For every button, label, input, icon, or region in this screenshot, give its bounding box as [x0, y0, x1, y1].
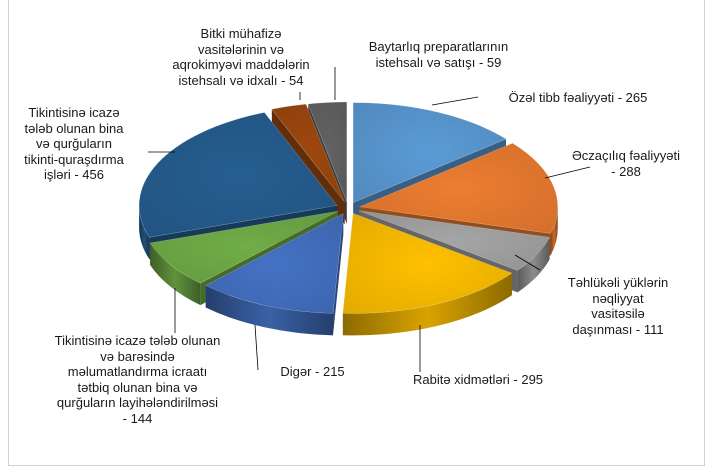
slice-t-hlu-k-li-yu-kl-rin-n-qliyyat-vasit-sil	[358, 210, 551, 271]
data-label-diger: Digər - 215	[280, 364, 345, 379]
pie-slice-tops	[138, 101, 559, 314]
data-label-rabite: Rabitə xidmətləri - 295	[412, 372, 544, 387]
leader-line-4	[254, 324, 259, 371]
slice-side-rabit-xidm-tl-ri	[342, 273, 512, 336]
slice-side-czac-l-q-f-aliyy-ti	[550, 206, 558, 256]
slice-bitki-mu-hafiz-vasit-l-rinin-v-aqrokimy-	[271, 103, 345, 203]
data-label-ozel-tibb: Özəl tibb fəaliyyəti - 265	[508, 90, 648, 105]
slice-side-tikintisin-icaz-t-l-b-olunan-v-bar-sind-	[150, 243, 201, 306]
slice-dig-r	[205, 212, 344, 314]
data-label-layihelendirme: Tikintisinə icazə tələb olunan və barəsi…	[54, 333, 221, 426]
leader-line-1	[544, 166, 591, 179]
slice-side-t-hlu-k-li-yu-kl-rin-n-qliyyat-vasit-sil	[517, 237, 550, 293]
leader-lines	[148, 67, 591, 372]
slice-side-dig-r	[205, 285, 334, 336]
slice-tikintisin-icaz-t-l-b-olunan-v-bar-sind-	[149, 210, 338, 284]
slice-wall-dig-r	[333, 213, 344, 336]
leader-line-2	[514, 254, 541, 271]
data-label-tikinti: Tikintisinə icazə tələb olunan bina və q…	[24, 105, 124, 182]
slice-o-z-l-tibb-f-aliyy-ti	[352, 102, 507, 204]
data-label-eczaciliq: Əczaçılıq fəaliyyəti - 288	[571, 148, 681, 179]
data-label-tehlukeli-yukler: Təhlükəli yüklərin nəqliyyat vasitəsilə …	[567, 275, 669, 337]
slice-tikintisin-icaz-t-l-b-olunan-bina-v-qurg	[138, 112, 338, 238]
slice-baytarl-q-preparatlar-n-n-istehsal-v-sat	[307, 101, 348, 203]
data-label-baytarliq: Baytarlıq preparatlarının istehsalı və s…	[368, 39, 509, 70]
data-label-bitki-muhafize: Bitki mühafizə vasitələrinin və aqrokimy…	[172, 26, 310, 88]
slice-side-tikintisin-icaz-t-l-b-olunan-bina-v-qurg	[139, 205, 150, 260]
slice-rabit-xidm-tl-ri	[342, 213, 513, 314]
slice-czac-l-q-f-aliyy-ti	[358, 142, 559, 234]
leader-line-0	[431, 96, 479, 106]
